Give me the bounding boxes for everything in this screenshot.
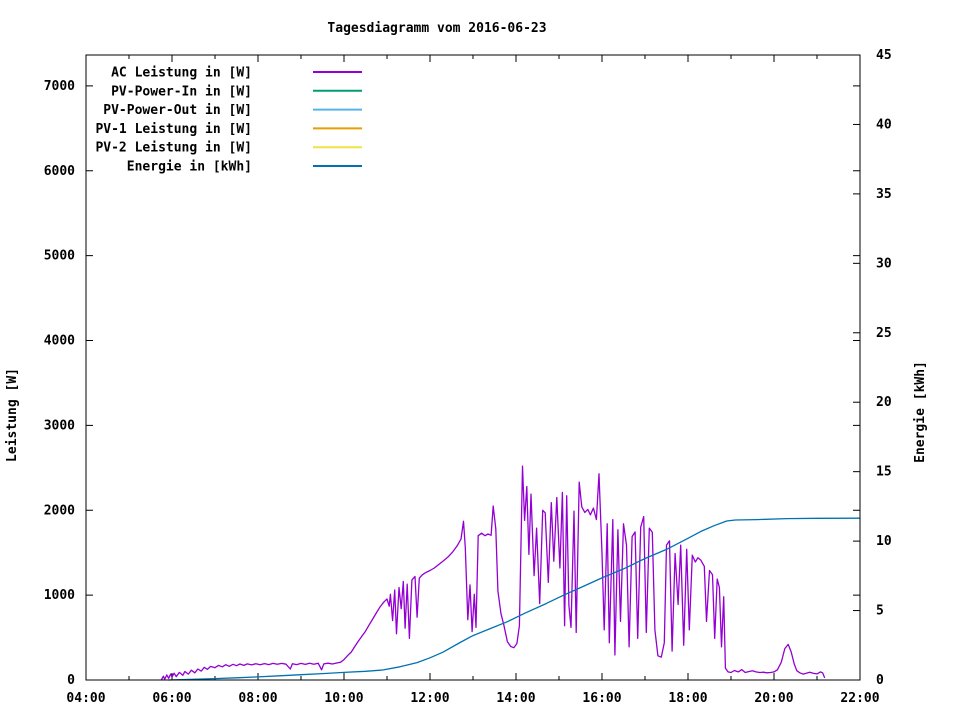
x-tick-label: 06:00 — [152, 691, 191, 706]
x-tick-label: 20:00 — [754, 691, 793, 706]
chart-title: Tagesdiagramm vom 2016-06-23 — [327, 21, 546, 36]
x-tick-label: 08:00 — [238, 691, 277, 706]
legend-label: PV-1 Leistung in [W] — [95, 122, 252, 137]
y-left-tick-label: 6000 — [44, 164, 75, 179]
legend-item-pv-power-in-in-w: PV-Power-In in [W] — [111, 84, 362, 99]
x-tick-label: 04:00 — [66, 691, 105, 706]
x-tick-label: 18:00 — [668, 691, 707, 706]
series-lines — [160, 465, 861, 681]
legend-item-ac-leistung-in-w: AC Leistung in [W] — [111, 66, 362, 81]
y-right-tick-label: 20 — [876, 395, 892, 410]
legend-item-pv-1-leistung-in-w: PV-1 Leistung in [W] — [95, 122, 362, 137]
legend: AC Leistung in [W] PV-Power-In in [W] PV-P… — [95, 66, 362, 175]
y-left-tick-label: 3000 — [44, 418, 75, 433]
y-right-tick-label: 15 — [876, 465, 892, 480]
series-line-energie-in-kwh — [167, 517, 861, 681]
y-left-axis-label: Leistung [W] — [5, 368, 20, 462]
legend-item-pv-power-out-in-w: PV-Power-Out in [W] — [103, 103, 362, 118]
y-right-tick-label: 45 — [876, 48, 892, 63]
x-tick-label: 10:00 — [324, 691, 363, 706]
legend-item-pv-2-leistung-in-w: PV-2 Leistung in [W] — [95, 141, 362, 156]
legend-label: PV-Power-Out in [W] — [103, 103, 252, 118]
y-right-tick-label: 35 — [876, 187, 892, 202]
plot-border — [85, 54, 861, 681]
y-right-tick-label: 25 — [876, 326, 892, 341]
legend-label: AC Leistung in [W] — [111, 66, 252, 81]
y-left-tick-label: 7000 — [44, 79, 75, 94]
y-right-tick-label: 0 — [876, 673, 884, 688]
series-line-ac-leistung-in-w — [160, 465, 826, 681]
x-tick-label: 14:00 — [496, 691, 535, 706]
y-left-tick-label: 5000 — [44, 249, 75, 264]
y-right-tick-label: 10 — [876, 534, 892, 549]
x-tick-label: 12:00 — [410, 691, 449, 706]
axis-ticks: 04:00 06:00 08:00 10:00 12:00 14:00 16:00 18:00… — [44, 48, 892, 706]
y-right-tick-label: 5 — [876, 604, 884, 619]
legend-label: Energie in [kWh] — [127, 160, 252, 175]
y-left-tick-label: 0 — [67, 673, 75, 688]
x-tick-label: 22:00 — [840, 691, 879, 706]
x-tick-label: 16:00 — [582, 691, 621, 706]
y-right-axis-label: Energie [kWh] — [913, 361, 928, 463]
y-left-tick-label: 4000 — [44, 334, 75, 349]
y-left-tick-label: 1000 — [44, 588, 75, 603]
y-right-tick-label: 30 — [876, 256, 892, 271]
legend-item-energie-in-kwh: Energie in [kWh] — [127, 160, 362, 175]
legend-label: PV-Power-In in [W] — [111, 84, 252, 99]
y-left-tick-label: 2000 — [44, 503, 75, 518]
legend-label: PV-2 Leistung in [W] — [95, 141, 252, 156]
y-right-tick-label: 40 — [876, 117, 892, 132]
